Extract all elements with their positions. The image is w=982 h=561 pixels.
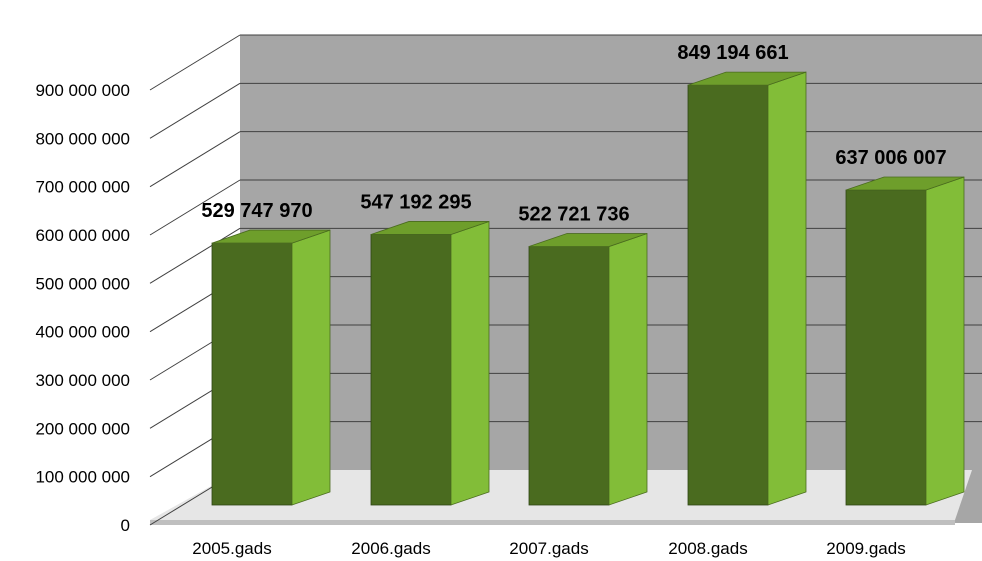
bar-top [528, 233, 648, 247]
bar-top [845, 176, 965, 191]
data-label: 547 192 295 [360, 191, 471, 213]
x-axis-tick-labels: 2005.gads 2006.gads 2007.gads 2008.gads 2009… [192, 539, 905, 558]
bar-2005.gads [211, 229, 331, 506]
bar-top [687, 71, 807, 86]
data-labels: 529 747 970 547 192 295 522 721 736 849 194… [201, 42, 946, 225]
y-tick-label: 100 000 000 [35, 468, 130, 487]
bar-front [845, 189, 927, 506]
bar-side [767, 71, 807, 506]
gridline-diagonal [149, 34, 241, 91]
y-axis-tick-labels: 0 100 000 000 200 000 000 300 000 000 400 00… [35, 81, 130, 535]
data-label: 529 747 970 [201, 200, 312, 222]
gridline-diagonal [149, 131, 241, 188]
x-tick-label: 2008.gads [668, 539, 747, 558]
y-tick-label: 300 000 000 [35, 371, 130, 390]
x-tick-label: 2006.gads [351, 539, 430, 558]
y-tick-label: 200 000 000 [35, 419, 130, 438]
y-tick-label: 0 [121, 516, 130, 535]
y-tick-label: 400 000 000 [35, 323, 130, 342]
bar-front [528, 246, 610, 506]
bar-side [925, 176, 965, 506]
x-tick-label: 2007.gads [509, 539, 588, 558]
bar-top [370, 221, 490, 235]
x-tick-label: 2009.gads [826, 539, 905, 558]
bar-2008.gads [687, 71, 807, 506]
bar-side [291, 229, 331, 506]
x-tick-label: 2005.gads [192, 539, 271, 558]
bar-front [211, 242, 293, 506]
bar-front [370, 234, 452, 506]
bar-side [450, 220, 490, 506]
gridline-diagonal [149, 179, 241, 236]
y-tick-label: 900 000 000 [35, 81, 130, 100]
data-label: 637 006 007 [835, 147, 946, 169]
data-label: 522 721 736 [518, 204, 629, 226]
data-label: 849 194 661 [677, 42, 788, 64]
bars [211, 71, 965, 506]
bar-side [608, 232, 648, 506]
gridline-diagonal [149, 82, 241, 139]
y-tick-label: 700 000 000 [35, 178, 130, 197]
y-tick-label: 800 000 000 [35, 129, 130, 148]
floor-edge [150, 520, 955, 525]
bar-2009.gads [845, 176, 965, 506]
y-tick-label: 500 000 000 [35, 274, 130, 293]
gridline-diagonal [149, 227, 241, 284]
bar-2006.gads [370, 220, 490, 506]
bar-front [687, 84, 769, 506]
bar-top [211, 229, 331, 244]
bar-2007.gads [528, 232, 648, 506]
y-tick-label: 600 000 000 [35, 226, 130, 245]
